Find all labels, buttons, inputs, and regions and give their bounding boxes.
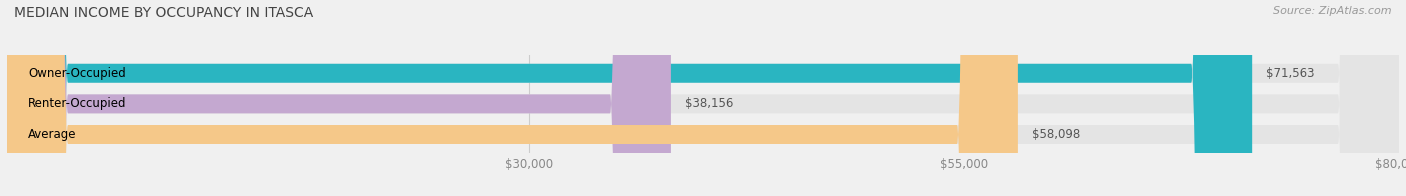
Text: $71,563: $71,563 — [1265, 67, 1315, 80]
Text: $58,098: $58,098 — [1032, 128, 1080, 141]
Text: $38,156: $38,156 — [685, 97, 733, 110]
FancyBboxPatch shape — [7, 0, 1253, 196]
Text: Source: ZipAtlas.com: Source: ZipAtlas.com — [1274, 6, 1392, 16]
FancyBboxPatch shape — [7, 0, 1399, 196]
Text: Renter-Occupied: Renter-Occupied — [28, 97, 127, 110]
Text: Average: Average — [28, 128, 76, 141]
Text: Owner-Occupied: Owner-Occupied — [28, 67, 125, 80]
Text: MEDIAN INCOME BY OCCUPANCY IN ITASCA: MEDIAN INCOME BY OCCUPANCY IN ITASCA — [14, 6, 314, 20]
FancyBboxPatch shape — [7, 0, 1018, 196]
FancyBboxPatch shape — [7, 0, 1399, 196]
FancyBboxPatch shape — [7, 0, 671, 196]
FancyBboxPatch shape — [7, 0, 1399, 196]
